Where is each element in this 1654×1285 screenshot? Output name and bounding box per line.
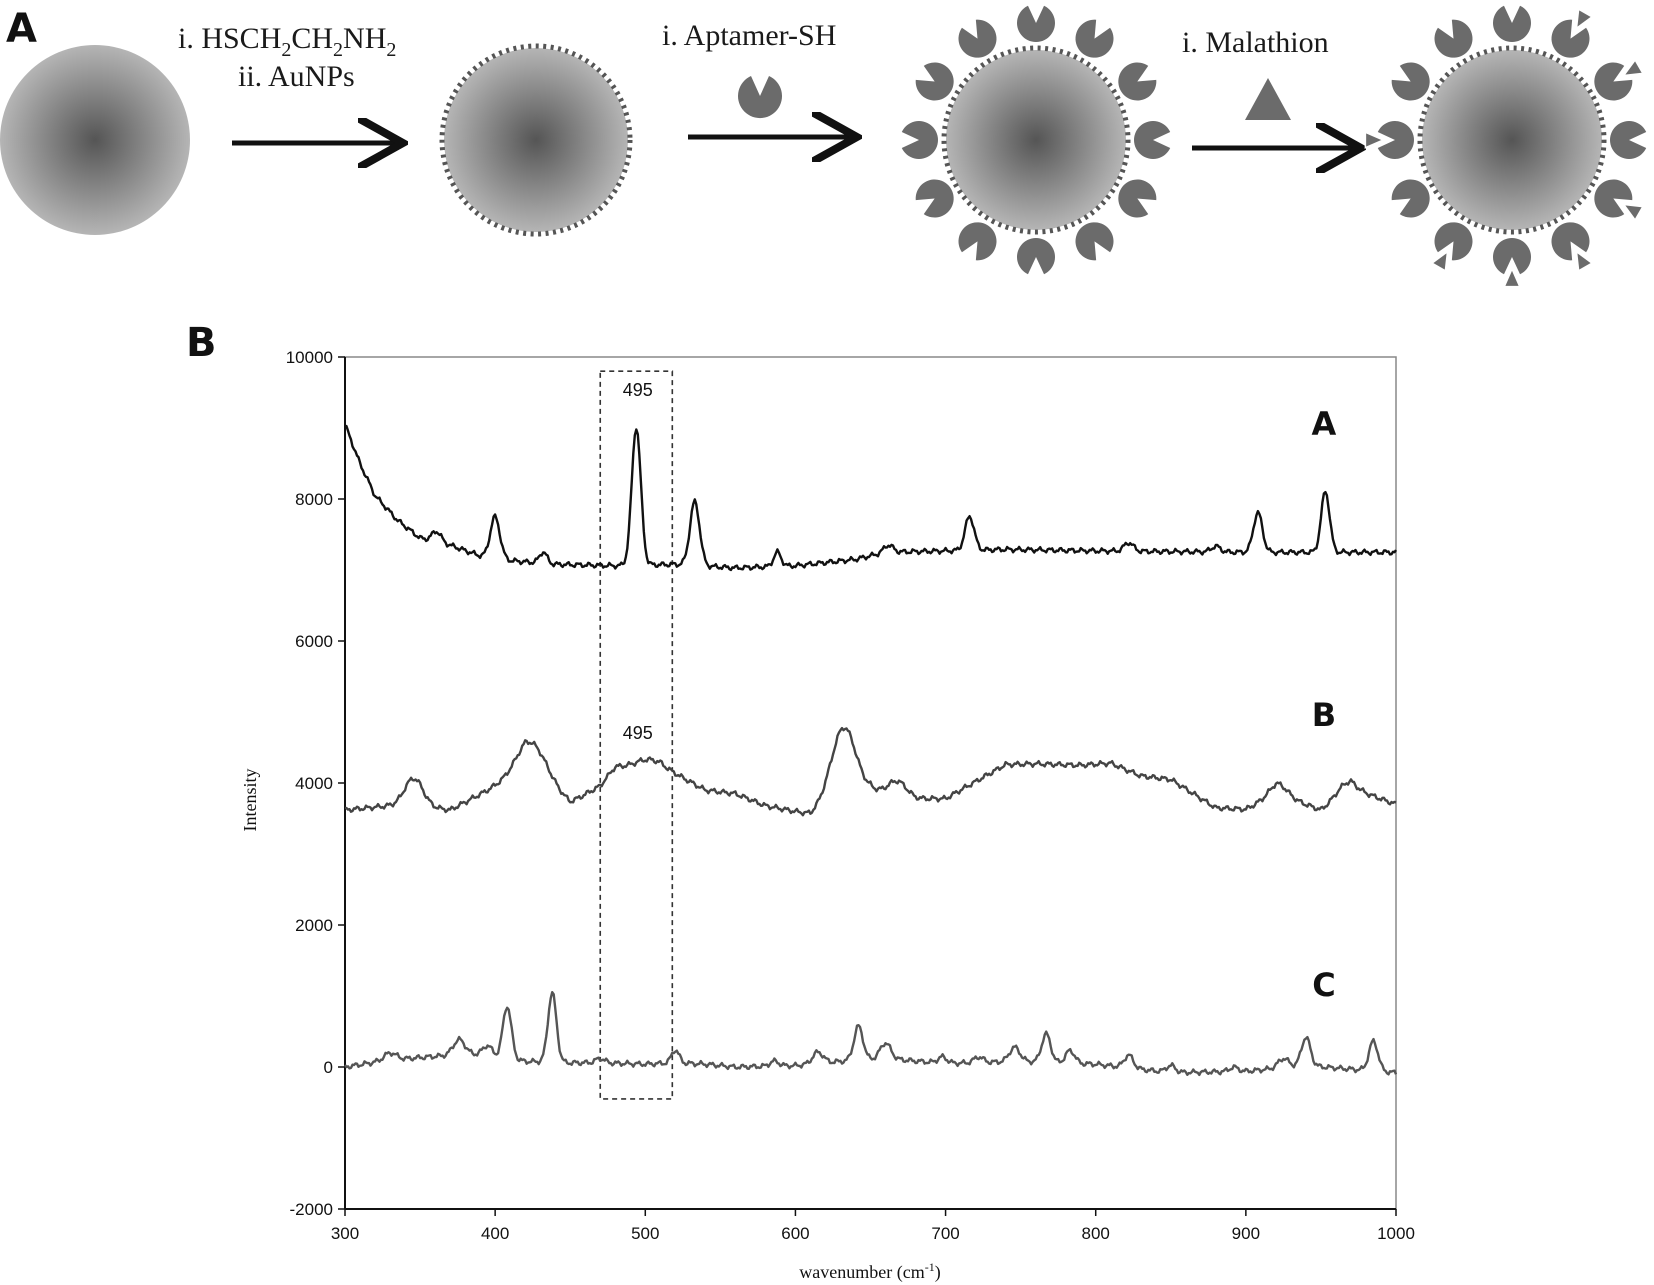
aptamer-icon [1017,5,1055,42]
x-tick-label: 600 [781,1224,809,1243]
aptamer-icon [1118,62,1157,101]
y-axis-label: Intensity [240,769,260,832]
y-tick-label: 10000 [286,348,333,367]
series-line-A [344,424,1397,572]
series-layer [344,424,1398,1077]
malathion-bound-particle [1364,5,1647,288]
x-tick-label: 800 [1082,1224,1110,1243]
peak-annotation: 495 [623,380,653,400]
malathion-triangle-icon [1245,78,1291,120]
malathion-icon [1575,7,1594,30]
y-tick-label: 4000 [295,774,333,793]
aptamer-icon [1434,19,1473,58]
series-line-B [344,726,1397,817]
aptamer-icon [1075,222,1114,261]
aptamer-icon [1118,179,1157,218]
y-tick-label: 2000 [295,916,333,935]
au-coated-particle [439,43,633,237]
aptamer-icon [1434,222,1473,261]
panel-a-letter: A [6,6,37,52]
x-tick-label: 300 [331,1224,359,1243]
y-tick-label: 6000 [295,632,333,651]
aptamer-icon [901,120,938,159]
bare-particle [0,45,190,235]
aptamer-particle [901,5,1171,275]
step1-au-label: ii. AuNPs [238,60,355,93]
aptamer-icon [915,62,954,101]
aptamer-icon [1016,238,1055,275]
aptamer-icon [1610,120,1647,159]
x-tick-label: 900 [1232,1224,1260,1243]
synthesis-scheme: A i. HSCH2CH2NH2 ii. AuNPs i. Aptamer-SH… [0,5,1647,288]
x-tick-label: 1000 [1377,1224,1415,1243]
step1-reagent-label: i. HSCH2CH2NH2 [178,22,396,61]
aptamer-icon [915,179,954,218]
malathion-icon [1575,250,1594,273]
peak-annotation: 495 [623,723,653,743]
highlight-box-layer [599,370,674,1100]
label-layer: 495 495 A B C [623,380,1337,1004]
aptamer-icon [1551,222,1590,261]
panel-b-letter: B [186,320,217,366]
x-axis-label: wavenumber (cm-1) [799,1260,940,1283]
series-line-C [344,991,1398,1077]
aptamer-icon [958,19,997,58]
step2-reagent-label: i. Aptamer-SH [662,19,836,52]
y-tick-label: 0 [324,1058,333,1077]
aptamer-icon [1594,179,1633,218]
aptamer-icon [1391,62,1430,101]
malathion-icon [1430,250,1449,273]
step3-reagent-label: i. Malathion [1182,26,1329,59]
y-tick-label: 8000 [295,490,333,509]
malathion-icon [1622,203,1645,222]
aptamer-icon [1594,62,1633,101]
x-tick-label: 700 [931,1224,959,1243]
aptamer-icon [1492,5,1532,42]
highlight-box [599,370,674,1100]
aptamer-icon [738,76,782,119]
malathion-icon [1622,58,1645,77]
series-label-C: C [1312,966,1335,1004]
malathion-icon [1364,131,1385,149]
series-label-B: B [1312,696,1336,734]
aptamer-icon [958,222,997,261]
aptamer-icon [1075,19,1114,58]
aptamer-icon [1551,19,1590,58]
series-label-A: A [1312,405,1337,443]
aptamer-icon [1377,120,1415,159]
x-tick-label: 500 [631,1224,659,1243]
malathion-icon [1503,267,1521,288]
raman-spectrum-chart: B -2000 0 2000 4000 6000 8000 10000 300 400 500 60… [186,320,1415,1283]
aptamer-icon [1391,179,1430,218]
aptamer-icon [1134,120,1171,159]
aptamer-icon [1493,238,1532,275]
axes: -2000 0 2000 4000 6000 8000 10000 300 400 500 600 7… [286,348,1415,1243]
y-tick-label: -2000 [290,1200,333,1219]
x-tick-label: 400 [481,1224,509,1243]
